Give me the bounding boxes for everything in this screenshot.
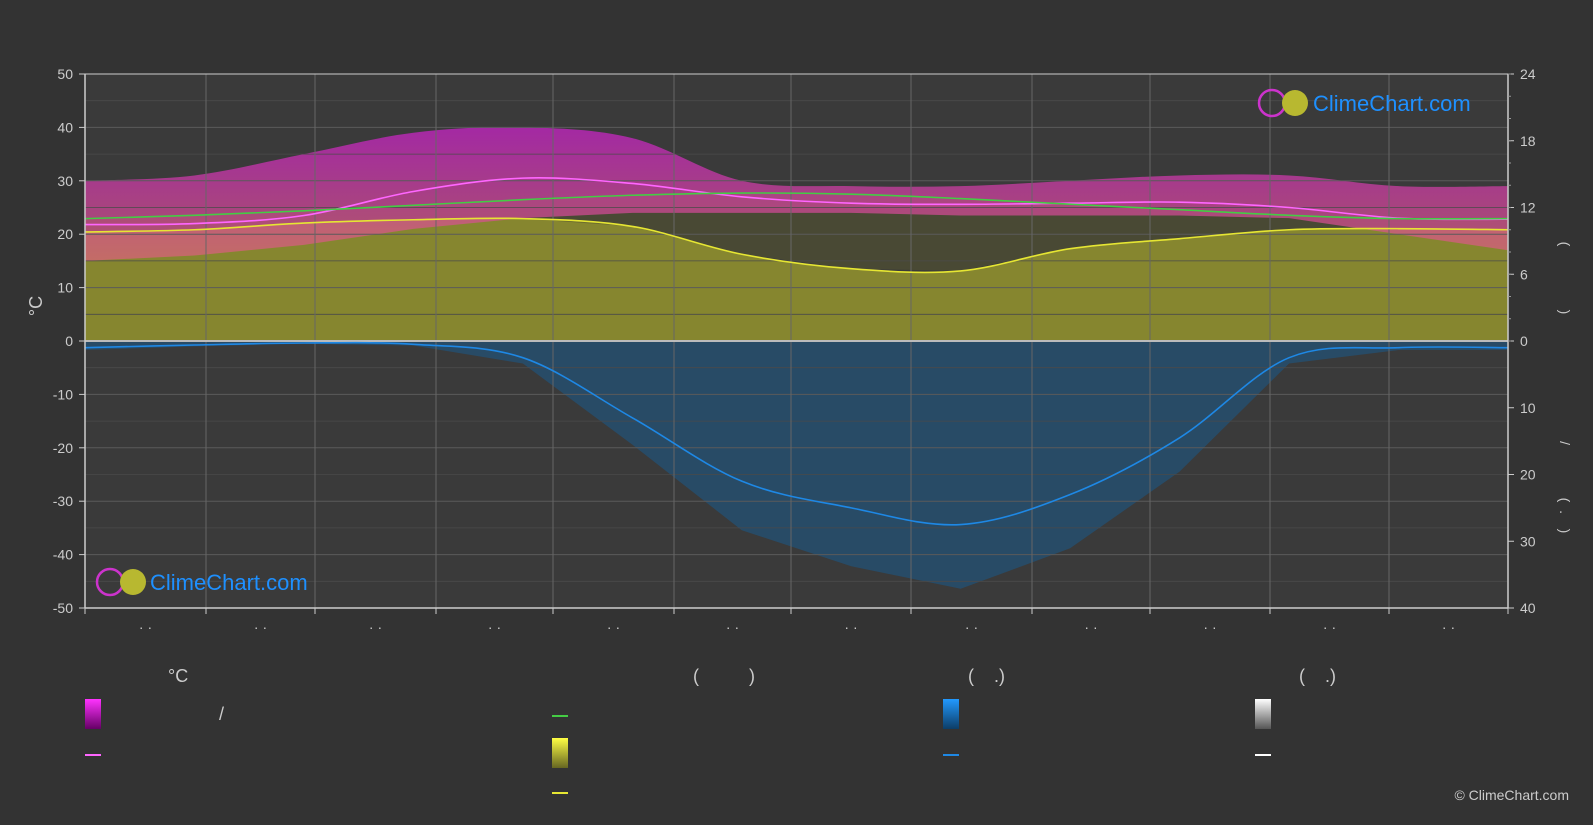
- sunshine-line: [84, 217, 1509, 274]
- right-axis-title-glyph: (: [1557, 242, 1573, 247]
- left-tick-label: 30: [57, 173, 73, 189]
- x-tick-label: · ·: [488, 619, 501, 635]
- left-tick-label: -20: [53, 440, 73, 456]
- right-tick-label-precip: 40: [1520, 600, 1536, 616]
- max-temp-mean-line: [84, 177, 1509, 226]
- right-tick-label-hours: 6: [1520, 266, 1528, 282]
- x-tick-label: · ·: [1084, 619, 1097, 635]
- logo-text-top: ClimeChart.com: [1313, 91, 1471, 116]
- logo-sun-icon: [1282, 90, 1308, 116]
- right-axis-title-glyph: .: [1557, 510, 1573, 514]
- right-tick-label-hours: 0: [1520, 333, 1528, 349]
- climechart-logo-bottom[interactable]: ClimeChart.com: [95, 567, 308, 597]
- x-tick-label: · ·: [254, 619, 267, 635]
- left-axis-title: °C: [26, 296, 46, 316]
- x-tick-label: · ·: [369, 619, 382, 635]
- left-tick-label: 20: [57, 226, 73, 242]
- x-tick-label: · ·: [1442, 619, 1455, 635]
- x-tick-label: · ·: [965, 619, 978, 635]
- x-tick-label: · ·: [726, 619, 739, 635]
- sunshine-area: [85, 218, 1508, 341]
- x-tick-label: · ·: [139, 619, 152, 635]
- x-tick-label: · ·: [844, 619, 857, 635]
- left-tick-label: 0: [65, 333, 73, 349]
- left-tick-label: -40: [53, 547, 73, 563]
- right-axis-title-glyph: ): [1557, 310, 1573, 315]
- logo-sun-icon: [120, 569, 146, 595]
- right-axis-title-glyph: /: [1557, 441, 1573, 445]
- right-axis-title-glyph: (: [1557, 498, 1573, 503]
- precipitation-line: [84, 341, 1509, 526]
- temperature-range-band: [85, 127, 1508, 261]
- right-tick-label-precip: 30: [1520, 533, 1536, 549]
- left-tick-label: 10: [57, 280, 73, 296]
- climechart-logo-top[interactable]: ClimeChart.com: [1257, 88, 1471, 118]
- precipitation-area: [85, 341, 1508, 589]
- x-tick-label: · ·: [607, 619, 620, 635]
- right-tick-label-hours: 18: [1520, 133, 1536, 149]
- right-tick-label-hours: 24: [1520, 66, 1536, 82]
- right-tick-label-precip: 20: [1520, 467, 1536, 483]
- right-tick-label-precip: 10: [1520, 400, 1536, 416]
- left-tick-label: 40: [57, 119, 73, 135]
- daylight-line: [84, 192, 1509, 220]
- left-tick-label: -50: [53, 600, 73, 616]
- x-tick-label: · ·: [1323, 619, 1336, 635]
- left-tick-label: -10: [53, 386, 73, 402]
- x-tick-label: · ·: [1203, 619, 1216, 635]
- left-tick-label: -30: [53, 493, 73, 509]
- right-tick-label-hours: 12: [1520, 200, 1536, 216]
- right-axis-title-glyph: ): [1557, 529, 1573, 534]
- left-tick-label: 50: [57, 66, 73, 82]
- logo-text-bottom: ClimeChart.com: [150, 570, 308, 595]
